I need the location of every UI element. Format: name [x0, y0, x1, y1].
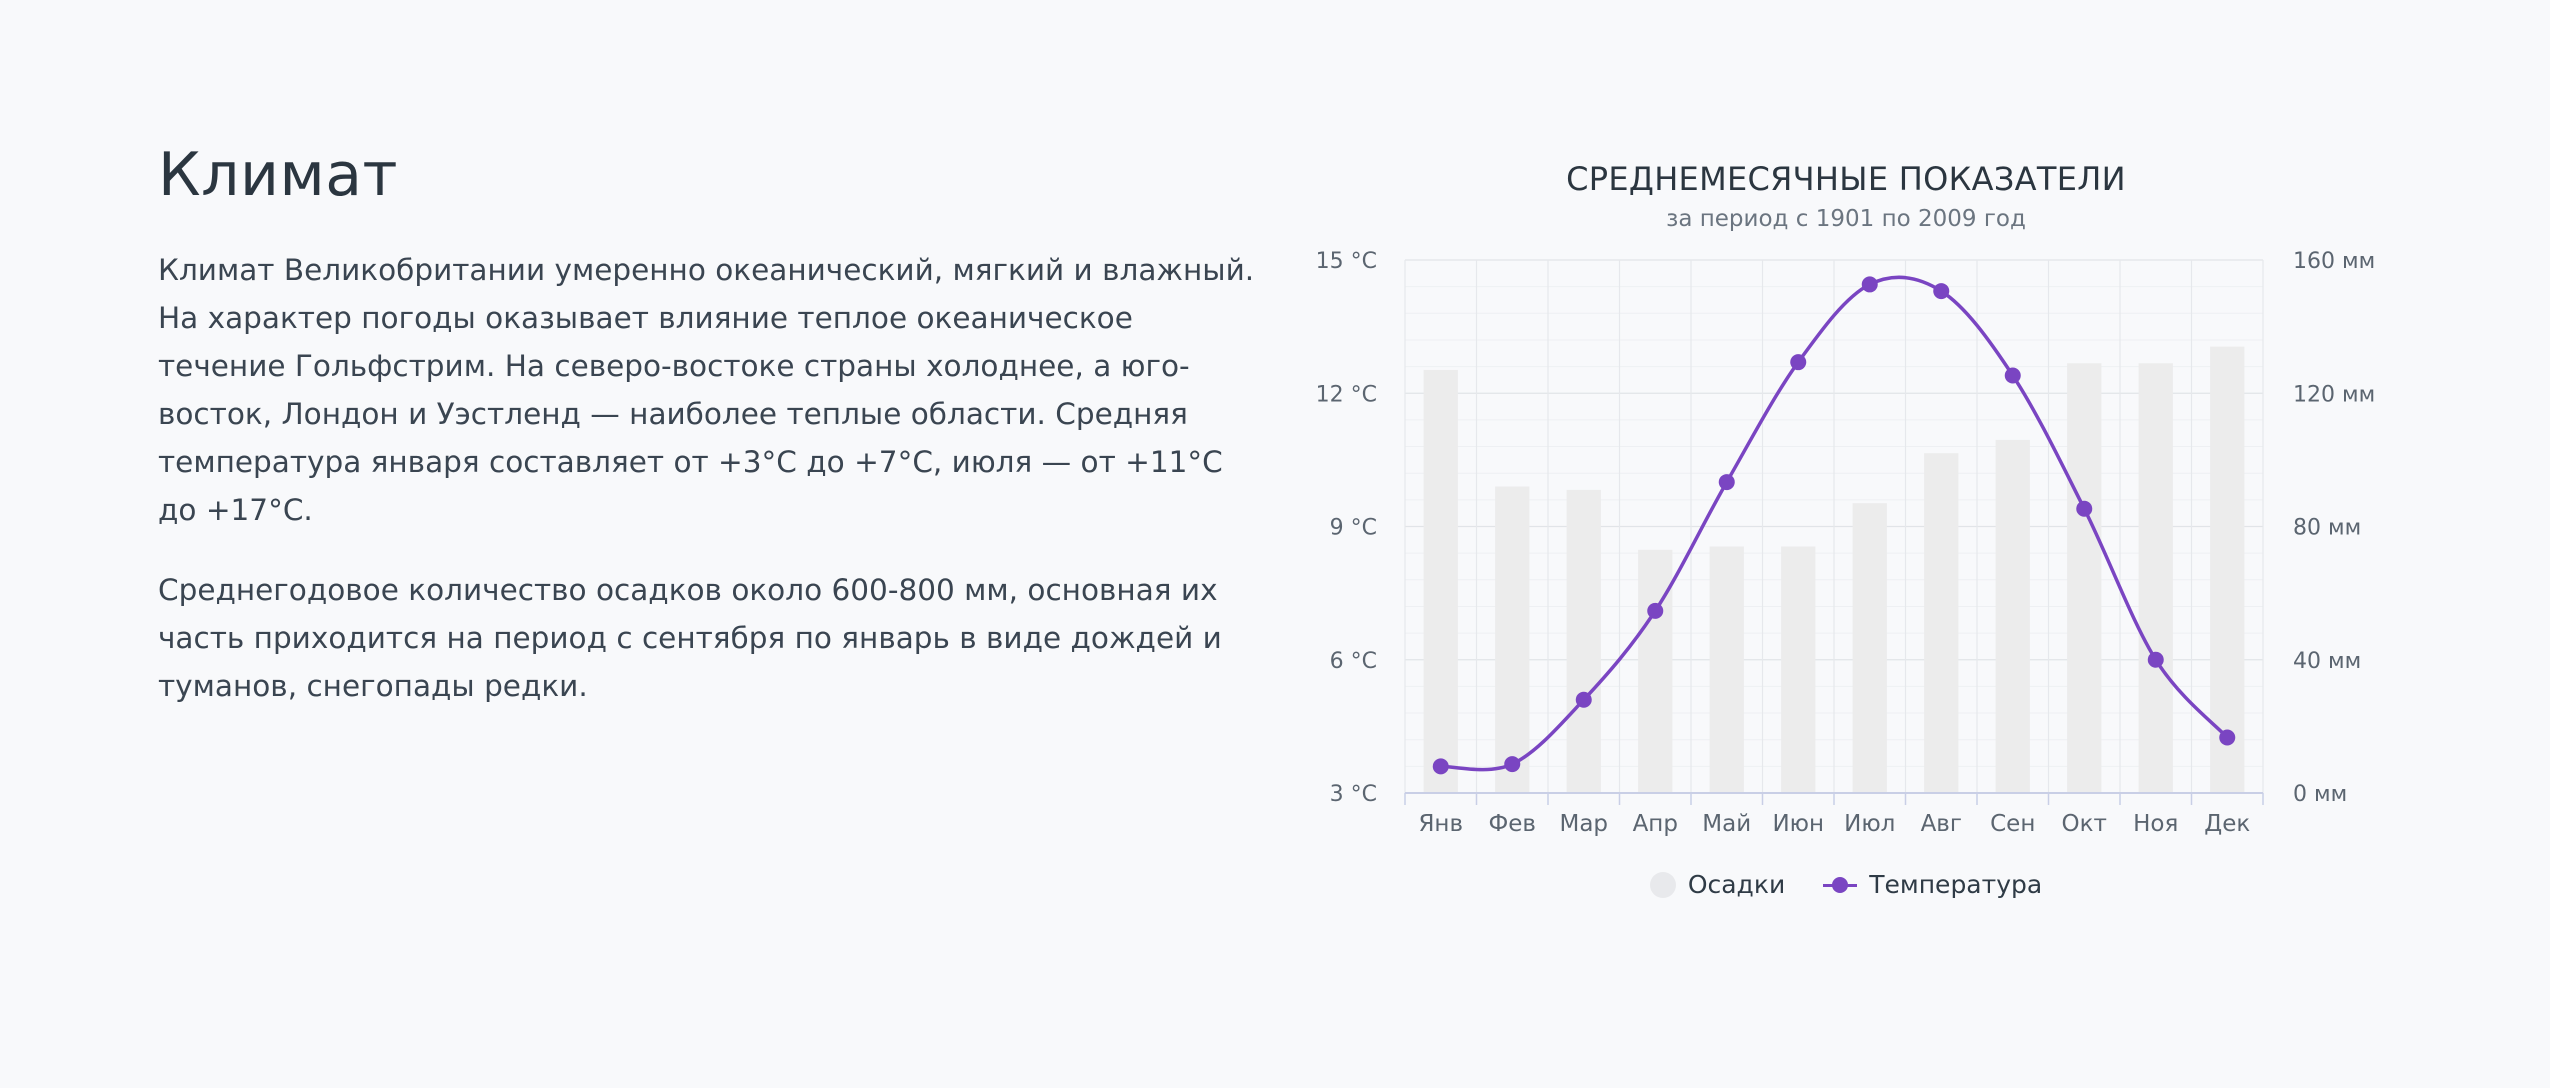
x-tick-label: Фев	[1488, 811, 1536, 837]
y-left-tick-label: 9 °C	[1330, 516, 1377, 541]
legend-label-temperature: Температура	[1869, 870, 2043, 899]
temperature-point	[1933, 283, 1950, 300]
y-right-tick-label: 0 мм	[2293, 782, 2347, 807]
x-tick-label: Июл	[1844, 811, 1895, 837]
legend-bar-marker-icon	[1649, 871, 1676, 898]
temperature-point	[2004, 367, 2021, 384]
temperature-point	[1504, 756, 1521, 773]
temperature-point	[1647, 602, 1664, 619]
temperature-point	[1718, 474, 1735, 491]
precipitation-bar	[1566, 489, 1601, 793]
precipitation-bar	[2210, 346, 2245, 793]
precipitation-bar	[1852, 503, 1887, 793]
climate-chart: СРЕДНЕМЕСЯЧНЫЕ ПОКАЗАТЕЛИ за период с 19…	[1290, 150, 2430, 940]
chart-subtitle: за период с 1901 по 2009 год	[1666, 206, 2026, 232]
temperature-point	[1432, 758, 1449, 775]
y-right-tick-label: 80 мм	[2293, 516, 2361, 541]
y-left-tick-label: 3 °C	[1330, 782, 1377, 807]
x-tick-label: Янв	[1418, 811, 1463, 837]
chart-plot: 15 °C 12 °C 9 °C 6 °C 3 °C 160 мм 120 мм 80 мм 4…	[1316, 249, 2376, 837]
x-tick-label: Мар	[1559, 811, 1608, 837]
temperature-point	[1575, 691, 1592, 708]
temperature-point	[1861, 276, 1878, 293]
x-tick-label: Сен	[1990, 811, 2035, 837]
paragraph-climate: Климат Великобритании умеренно океаничес…	[158, 253, 1255, 527]
climate-text-section: Климат Климат Великобритании умеренно ок…	[158, 140, 1258, 742]
temperature-point	[2076, 500, 2093, 517]
y-right-tick-label: 160 мм	[2293, 249, 2375, 274]
legend-item-precipitation[interactable]: Осадки	[1649, 870, 1786, 899]
x-tick-label: Ноя	[2133, 811, 2178, 837]
precipitation-bar	[1924, 453, 1959, 793]
temperature-point	[1790, 354, 1807, 371]
chart-title: СРЕДНЕМЕСЯЧНЫЕ ПОКАЗАТЕЛИ	[1566, 160, 2126, 198]
x-tick-label: Окт	[2062, 811, 2107, 837]
chart-legend: Осадки Температура	[1290, 870, 2402, 899]
paragraph-precipitation: Среднегодовое количество осадков около 6…	[158, 573, 1222, 703]
precipitation-bar	[1781, 546, 1816, 793]
precipitation-bar	[2067, 363, 2102, 793]
y-left-tick-label: 6 °C	[1330, 649, 1377, 674]
precipitation-bar	[1709, 546, 1744, 793]
x-tick-label: Дек	[2204, 811, 2250, 837]
y-right-tick-label: 40 мм	[2293, 649, 2361, 674]
legend-label-precipitation: Осадки	[1687, 870, 1786, 899]
x-tick-label: Май	[1702, 811, 1751, 837]
x-tick-label: Июн	[1772, 811, 1824, 837]
legend-line-marker-icon	[1823, 872, 1858, 898]
x-tick-label: Апр	[1633, 811, 1678, 837]
y-left-tick-label: 15 °C	[1316, 249, 1377, 274]
legend-item-temperature[interactable]: Температура	[1823, 870, 2042, 899]
temperature-point	[2219, 729, 2236, 746]
y-left-tick-label: 12 °C	[1316, 382, 1377, 407]
precipitation-bar	[1495, 486, 1530, 793]
temperature-point	[2147, 651, 2164, 668]
y-right-tick-label: 120 мм	[2293, 382, 2375, 407]
precipitation-bar	[1423, 369, 1458, 793]
precipitation-bar	[1638, 549, 1673, 793]
precipitation-bar	[2138, 363, 2173, 793]
section-title: Климат	[158, 140, 398, 210]
precipitation-bar	[1995, 439, 2030, 793]
x-tick-label: Авг	[1921, 811, 1962, 837]
